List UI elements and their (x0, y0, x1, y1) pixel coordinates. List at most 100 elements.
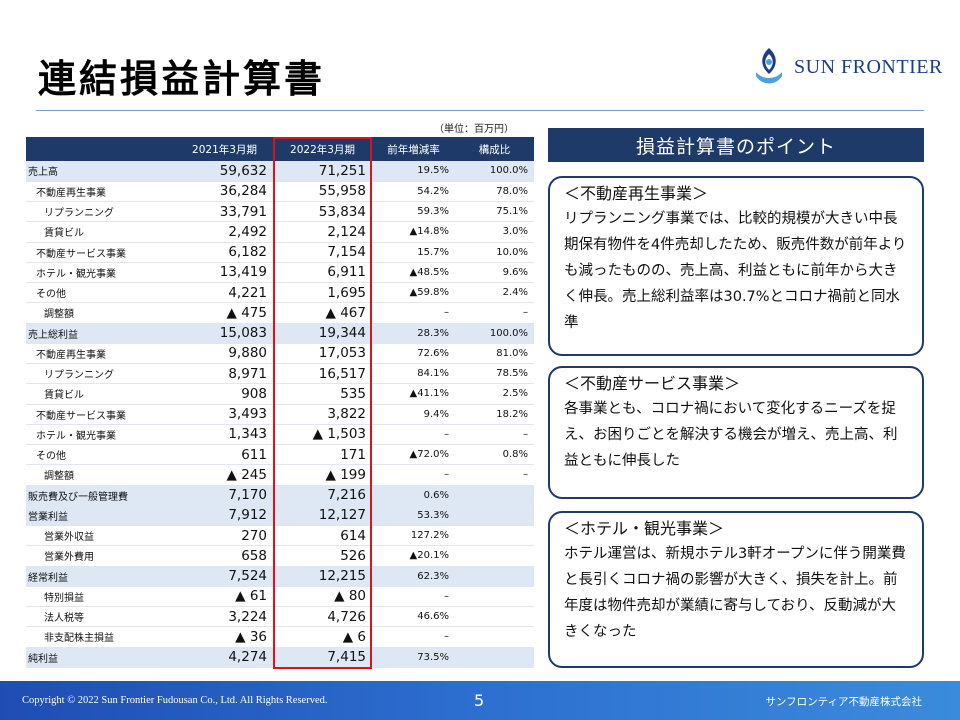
cell-ratio (455, 606, 534, 628)
cell-ratio (455, 626, 534, 648)
table-row: ホテル・観光事業 1,343 ▲ 1,503– – (26, 424, 534, 446)
cell-fy2022: 171 (273, 444, 372, 466)
cell-ratio: 100.0% (455, 161, 534, 182)
cell-fy2021: 59,632 (176, 161, 273, 182)
cell-fy2022: 2,124 (273, 221, 372, 243)
cell-ratio (455, 566, 534, 587)
cell-ratio (455, 647, 534, 668)
table-row: その他 611 171 ▲72.0% 0.8% (26, 444, 534, 466)
row-label: その他 (26, 444, 176, 466)
table-row: 賃貸ビル 2,492 2,124 ▲14.8% 3.0% (26, 221, 534, 243)
unit-label: （単位：百万円） (434, 124, 514, 135)
row-label: 売上総利益 (26, 323, 176, 344)
header-ratio: 構成比 (455, 137, 534, 161)
cell-fy2022: 526 (273, 545, 372, 567)
table-row: 不動産サービス事業 6,182 7,154 15.7% 10.0% (26, 242, 534, 263)
cell-ratio: – (455, 302, 534, 324)
cell-fy2022: 53,834 (273, 201, 372, 223)
cell-fy2022: 16,517 (273, 363, 372, 385)
row-label: 非支配株主損益 (26, 626, 176, 648)
row-label: 販売費及び一般管理費 (26, 485, 176, 506)
cell-fy2021: 8,971 (176, 363, 273, 385)
header-fy2022: 2022年3月期 (273, 137, 372, 161)
cell-fy2021: 4,221 (176, 282, 273, 304)
cell-change: 54.2% (372, 181, 455, 203)
cell-change: 9.4% (372, 404, 455, 425)
cell-fy2021: 908 (176, 383, 273, 405)
cell-ratio (455, 586, 534, 608)
cell-fy2022: 3,822 (273, 404, 372, 425)
row-label: リプランニング (26, 363, 176, 385)
cell-fy2021: 33,791 (176, 201, 273, 223)
cell-ratio: 9.6% (455, 262, 534, 284)
cell-ratio: 10.0% (455, 242, 534, 263)
cell-ratio: 18.2% (455, 404, 534, 425)
table-row: 非支配株主損益 ▲ 36 ▲ 6– (26, 626, 534, 648)
point-card-hotel-tourism: ＜ホテル・観光事業＞ ホテル運営は、新規ホテル3軒オープンに伴う開業費と長引くコ… (548, 511, 924, 668)
point-card-title: ＜不動産再生事業＞ (564, 184, 709, 203)
cell-change: – (372, 586, 455, 608)
cell-fy2022: ▲ 80 (273, 586, 372, 608)
cell-fy2022: ▲ 1,503 (273, 424, 372, 446)
sun-frontier-logo-icon (752, 46, 786, 88)
point-card-real-estate-revitalization: ＜不動産再生事業＞ リプランニング事業では、比較的規模が大きい中長期保有物件を4… (548, 176, 924, 356)
row-label: 不動産再生事業 (26, 181, 176, 203)
cell-fy2021: 36,284 (176, 181, 273, 203)
table-row: その他 4,221 1,695 ▲59.8% 2.4% (26, 282, 534, 304)
table-row: 売上総利益 15,083 19,344 28.3% 100.0% (26, 323, 534, 344)
cell-ratio: 100.0% (455, 323, 534, 344)
cell-fy2021: ▲ 245 (176, 464, 273, 486)
row-label: リプランニング (26, 201, 176, 223)
row-label: 不動産サービス事業 (26, 242, 176, 263)
cell-fy2021: 1,343 (176, 424, 273, 446)
row-label: 営業利益 (26, 505, 176, 527)
cell-fy2022: 12,127 (273, 505, 372, 527)
cell-fy2022: 6,911 (273, 262, 372, 284)
cell-fy2021: 7,170 (176, 485, 273, 506)
row-label: 調整額 (26, 464, 176, 486)
cell-ratio: 2.4% (455, 282, 534, 304)
cell-ratio: 78.5% (455, 363, 534, 385)
table-row: 法人税等 3,224 4,726 46.6% (26, 606, 534, 628)
points-header: 損益計算書のポイント (548, 128, 924, 162)
cell-change: 15.7% (372, 242, 455, 263)
cell-fy2021: 3,224 (176, 606, 273, 628)
table-row: 不動産再生事業 9,880 17,053 72.6% 81.0% (26, 343, 534, 365)
cell-fy2022: ▲ 6 (273, 626, 372, 648)
cell-fy2021: ▲ 475 (176, 302, 273, 324)
row-label: その他 (26, 282, 176, 304)
point-card-title: ＜不動産サービス事業＞ (564, 374, 741, 393)
cell-fy2022: ▲ 467 (273, 302, 372, 324)
cell-ratio: – (455, 464, 534, 486)
cell-fy2021: 611 (176, 444, 273, 466)
table-row: 調整額 ▲ 245 ▲ 199– – (26, 464, 534, 486)
row-label: 不動産サービス事業 (26, 404, 176, 425)
cell-fy2022: 7,415 (273, 647, 372, 668)
cell-change: 0.6% (372, 485, 455, 506)
cell-change: 127.2% (372, 525, 455, 547)
cell-fy2021: 3,493 (176, 404, 273, 425)
point-card-real-estate-services: ＜不動産サービス事業＞ 各事業とも、コロナ禍において変化するニーズを捉え、お困り… (548, 366, 924, 499)
table-row: 経常利益 7,524 12,215 62.3% (26, 566, 534, 587)
row-label: 不動産再生事業 (26, 343, 176, 365)
cell-fy2021: ▲ 36 (176, 626, 273, 648)
cell-ratio: 3.0% (455, 221, 534, 243)
cell-fy2021: 4,274 (176, 647, 273, 668)
point-card-body: 各事業とも、コロナ禍において変化するニーズを捉え、お困りごとを解決する機会が増え… (564, 401, 898, 469)
cell-fy2022: ▲ 199 (273, 464, 372, 486)
cell-fy2021: 6,182 (176, 242, 273, 263)
table-row: 不動産サービス事業 3,493 3,822 9.4% 18.2% (26, 404, 534, 425)
row-label: 賃貸ビル (26, 383, 176, 405)
row-label: 調整額 (26, 302, 176, 324)
footer-company-name: サンフロンティア不動産株式会社 (765, 696, 922, 708)
row-label: 営業外収益 (26, 525, 176, 547)
page-title: 連結損益計算書 (38, 57, 326, 101)
table-row: 営業利益 7,912 12,127 53.3% (26, 505, 534, 527)
cell-ratio: 75.1% (455, 201, 534, 223)
cell-change: 53.3% (372, 505, 455, 527)
cell-fy2022: 19,344 (273, 323, 372, 344)
title-divider (36, 110, 924, 111)
cell-change: 46.6% (372, 606, 455, 628)
cell-fy2021: 7,912 (176, 505, 273, 527)
point-card-title: ＜ホテル・観光事業＞ (564, 519, 725, 538)
